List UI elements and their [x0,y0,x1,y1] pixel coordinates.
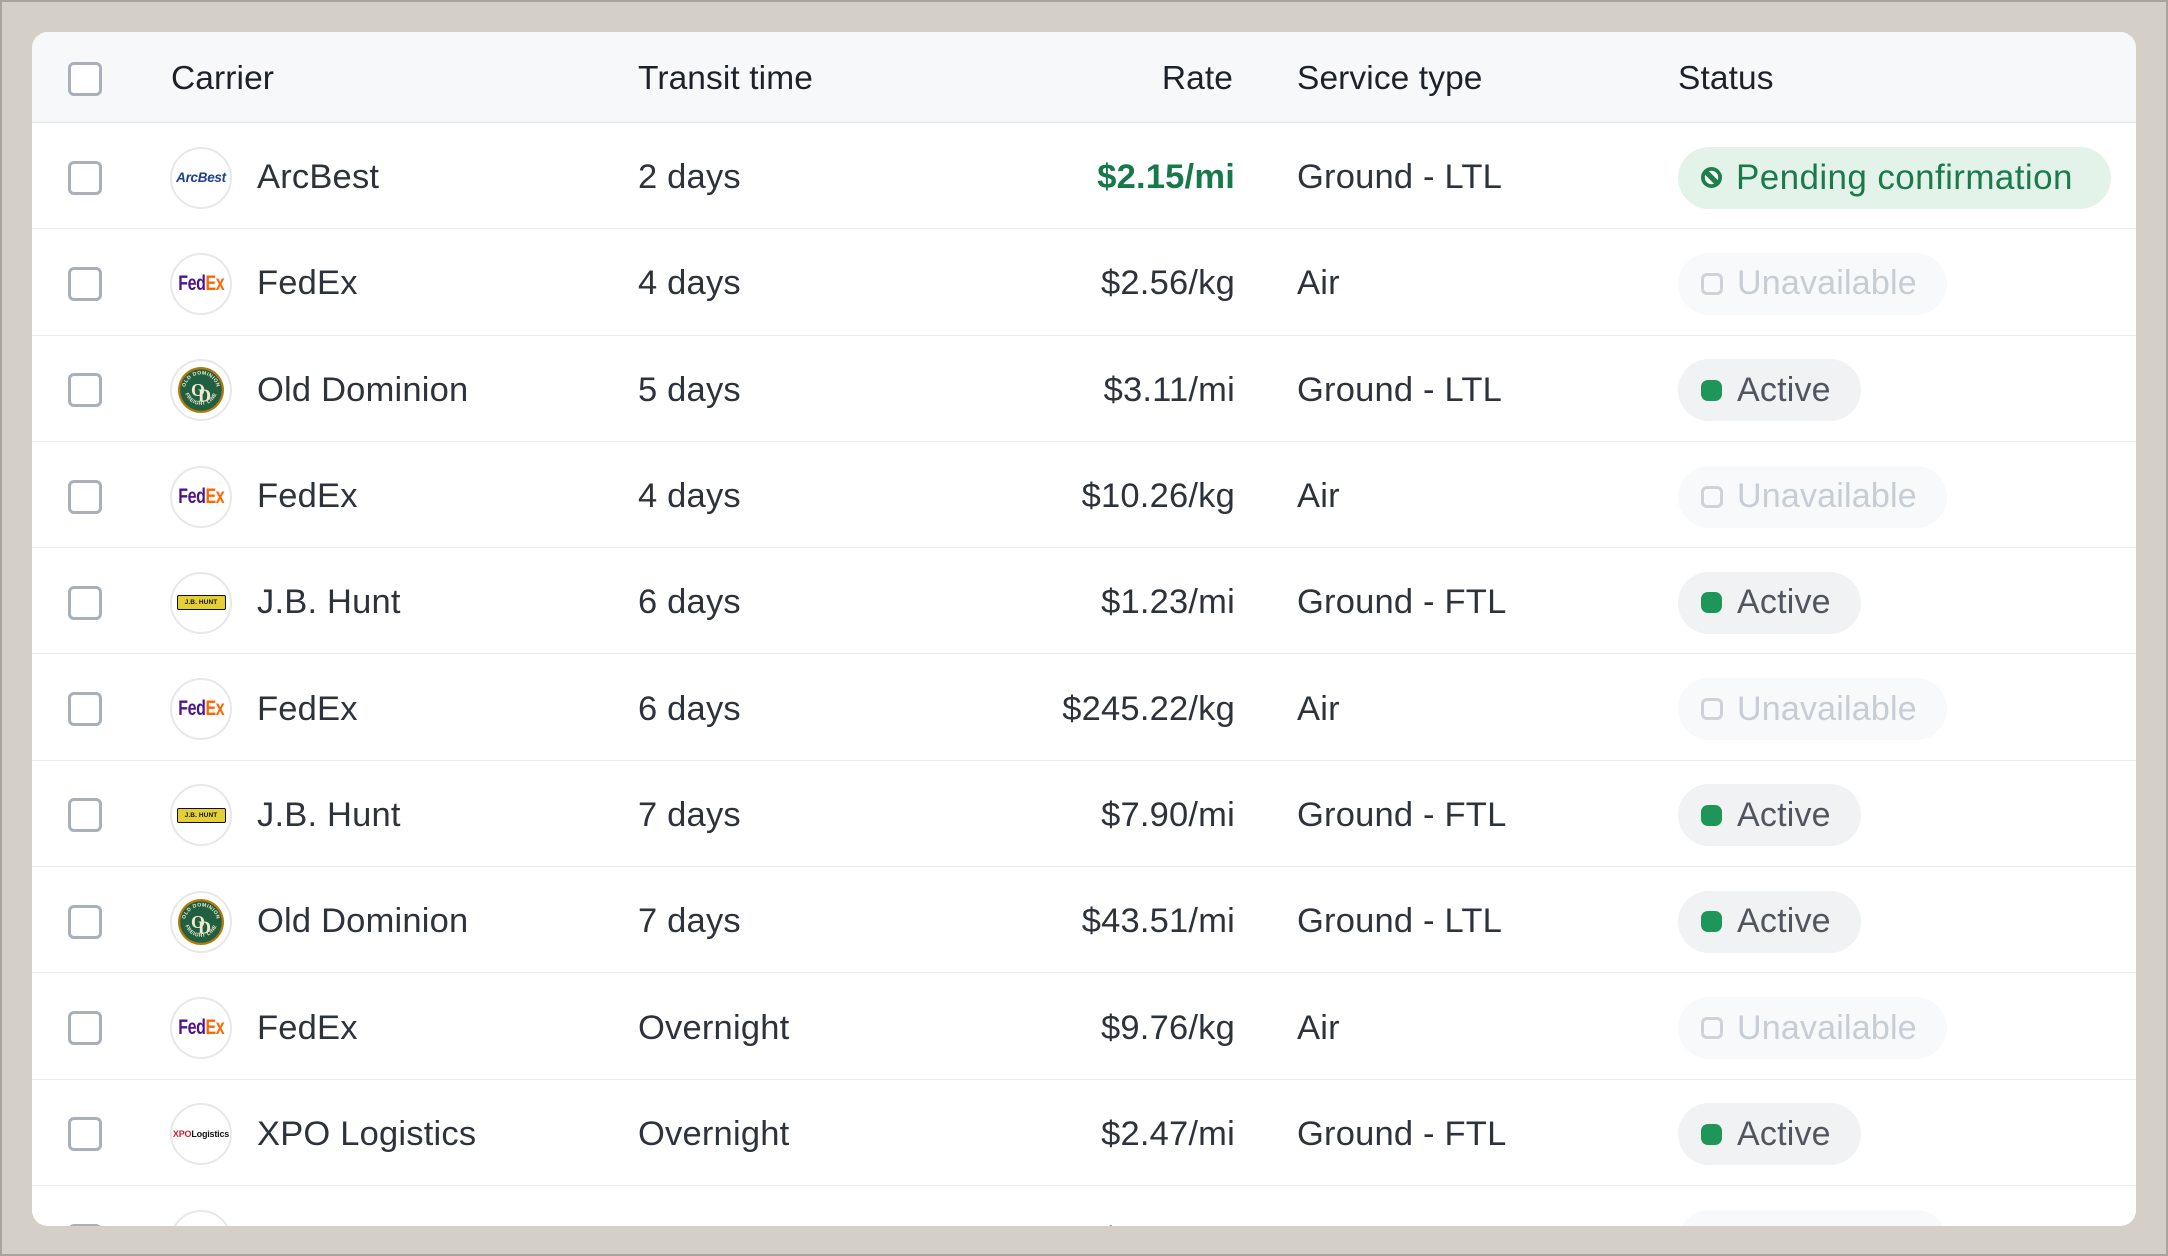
svg-text:O: O [191,380,205,400]
svg-text:D: D [198,917,211,937]
svg-text:D: D [198,386,211,406]
svg-text:O: O [191,912,205,932]
